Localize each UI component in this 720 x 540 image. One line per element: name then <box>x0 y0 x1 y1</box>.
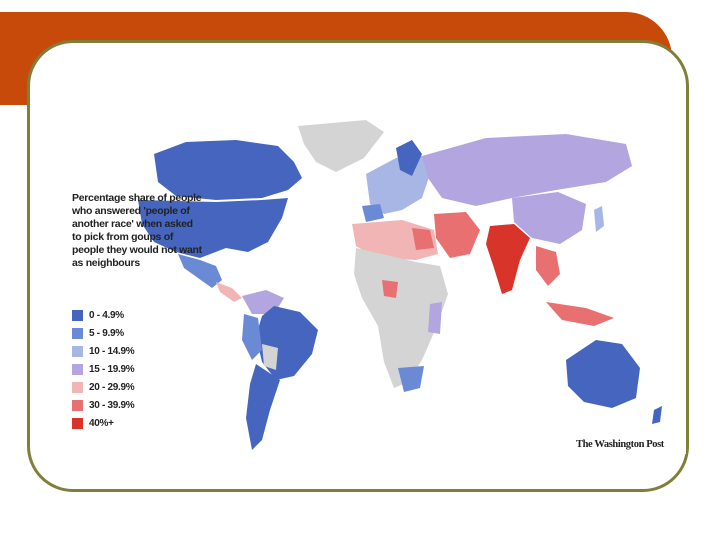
legend-item: 15 - 19.9% <box>72 360 135 378</box>
region-indonesia <box>546 302 614 326</box>
legend-label: 40%+ <box>89 417 114 429</box>
source-credit: The Washington Post <box>576 439 664 450</box>
legend-swatch <box>72 363 83 375</box>
legend-swatch <box>72 309 83 321</box>
legend-item: 0 - 4.9% <box>72 306 134 324</box>
region-southeast-asia <box>536 246 560 286</box>
legend-item: 40%+ <box>72 414 134 432</box>
legend-item: 30 - 39.9% <box>72 396 135 414</box>
region-southern-cone <box>246 364 280 450</box>
region-brazil <box>256 306 318 380</box>
world-map <box>66 118 686 454</box>
region-india <box>486 224 530 294</box>
world-map-svg <box>138 120 662 450</box>
region-greenland <box>298 120 384 172</box>
legend-label: 20 - 29.9% <box>89 381 135 393</box>
map-legend: 0 - 4.9% 5 - 9.9% 10 - 14.9% 15 - 19.9% 20 -… <box>72 306 135 432</box>
region-mexico <box>178 254 222 288</box>
region-scandinavia <box>396 140 422 176</box>
legend-label: 30 - 39.9% <box>89 399 135 411</box>
legend-title: Percentage share of people who answered … <box>72 192 202 269</box>
legend-item: 10 - 14.9% <box>72 342 135 360</box>
region-south-america-no-data <box>262 344 278 370</box>
region-iberia <box>362 204 384 222</box>
legend-swatch <box>72 417 83 429</box>
legend-swatch <box>72 381 83 393</box>
region-central-america <box>216 282 242 302</box>
region-canada <box>154 140 302 200</box>
legend-label: 5 - 9.9% <box>89 327 124 339</box>
region-nigeria <box>382 280 398 298</box>
region-new-zealand <box>652 406 662 424</box>
region-south-africa <box>398 366 424 392</box>
legend-label: 10 - 14.9% <box>89 345 135 357</box>
legend-swatch <box>72 327 83 339</box>
legend-label: 0 - 4.9% <box>89 309 124 321</box>
region-australia <box>566 340 640 408</box>
legend-swatch <box>72 345 83 357</box>
legend-swatch <box>72 399 83 411</box>
region-middle-east <box>434 212 480 258</box>
region-usa <box>138 198 288 258</box>
legend-label: 15 - 19.9% <box>89 363 135 375</box>
region-egypt <box>412 228 434 250</box>
region-africa-no-data <box>354 248 448 388</box>
region-russia <box>422 134 632 206</box>
region-china <box>512 192 586 244</box>
legend-item: 5 - 9.9% <box>72 324 134 342</box>
legend-item: 20 - 29.9% <box>72 378 135 396</box>
region-peru <box>242 314 262 360</box>
region-japan <box>594 206 604 232</box>
region-east-africa <box>428 302 442 334</box>
